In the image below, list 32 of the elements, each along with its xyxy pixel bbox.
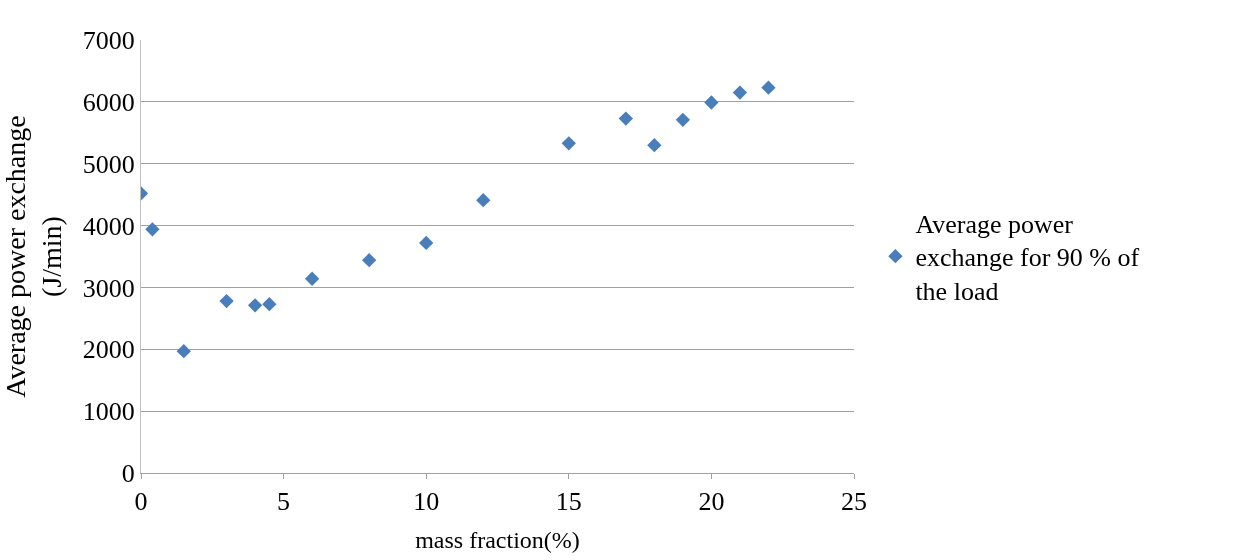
point [219, 293, 234, 309]
point [304, 271, 320, 286]
point [476, 193, 491, 208]
point [761, 80, 776, 95]
y-tick-label: 6000 [82, 87, 135, 117]
legend-label: Average power exchange for 90 % of the load [915, 209, 1140, 307]
x-tick-label: 25 [841, 487, 867, 517]
y-tick-label: 3000 [82, 273, 135, 303]
point [176, 343, 191, 359]
point [561, 136, 576, 151]
y-tick-label: 5000 [82, 149, 135, 179]
point [419, 235, 434, 251]
point [145, 222, 160, 237]
y-tick-label: 1000 [82, 397, 135, 427]
point [704, 95, 719, 110]
x-axis-title: mass fraction(%) [415, 526, 580, 553]
point [647, 138, 662, 153]
point [618, 111, 633, 126]
x-tick-label: 5 [277, 487, 291, 517]
y-tick-label: 2000 [82, 335, 135, 365]
x-tick-label: 20 [698, 487, 725, 517]
y-tick-label: 0 [121, 459, 135, 489]
x-tick-label: 15 [555, 487, 582, 517]
point [732, 85, 748, 100]
point [262, 296, 277, 312]
x-tick-label: 10 [413, 487, 440, 517]
point [675, 112, 691, 127]
y-axis-title: Average power exchange (J/min) [0, 115, 68, 398]
point [362, 253, 377, 268]
point [247, 298, 263, 313]
y-tick-label: 7000 [82, 26, 135, 56]
y-tick-label: 4000 [82, 211, 135, 241]
